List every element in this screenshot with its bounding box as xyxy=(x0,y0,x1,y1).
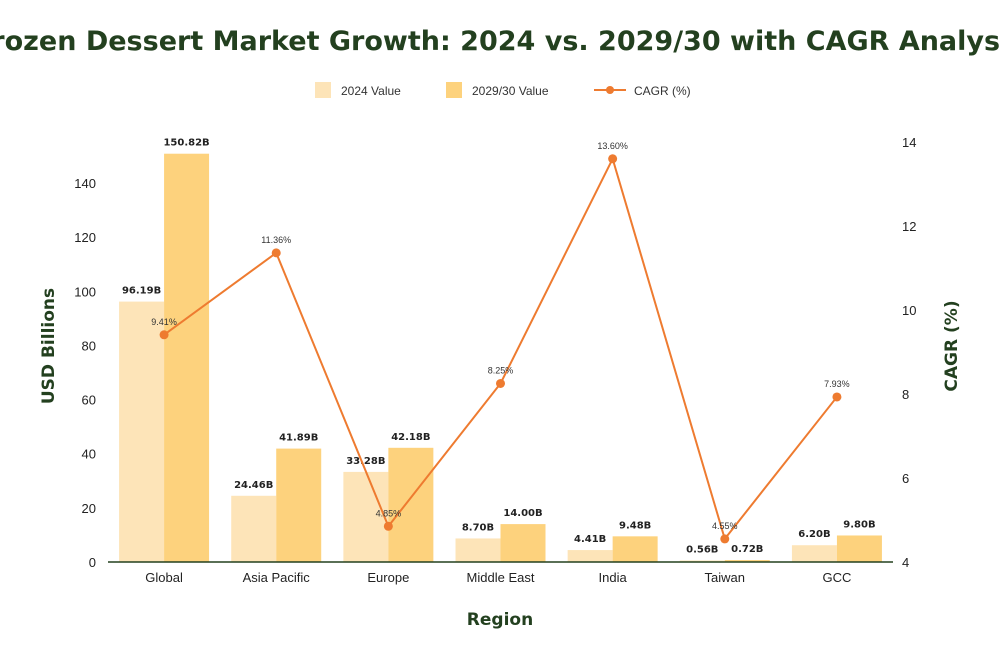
bar-2030 xyxy=(500,524,546,562)
cagr-point xyxy=(496,379,505,388)
cagr-point xyxy=(832,392,842,402)
x-tick-label: Asia Pacific xyxy=(243,570,311,585)
bar-2024 xyxy=(231,495,277,562)
legend-label-2024: 2024 Value xyxy=(341,84,401,98)
y2-tick-label: 10 xyxy=(902,303,916,318)
bar-2024-label: 24.46B xyxy=(234,480,273,491)
bar-2024-label: 8.70B xyxy=(462,522,494,533)
x-tick-label: India xyxy=(599,570,628,585)
x-tick-label: GCC xyxy=(822,570,851,585)
cagr-point xyxy=(271,248,281,258)
cagr-label: 9.41% xyxy=(151,317,177,327)
bar-2030-label: 42.18B xyxy=(391,432,430,443)
bar-2024 xyxy=(455,538,501,562)
y2-tick-label: 14 xyxy=(902,135,916,150)
y2-tick-label: 8 xyxy=(902,387,909,402)
y2-tick-label: 12 xyxy=(902,219,916,234)
bar-2024 xyxy=(119,301,165,562)
legend-label-cagr: CAGR (%) xyxy=(634,84,691,98)
y2-tick-label: 6 xyxy=(902,471,909,486)
y-tick-label: 140 xyxy=(74,176,96,191)
y2-tick-label: 4 xyxy=(902,555,909,570)
bar-2030-label: 41.89B xyxy=(279,433,318,444)
bar-2030 xyxy=(724,560,770,562)
cagr-point xyxy=(383,521,393,531)
y-tick-label: 60 xyxy=(82,393,96,408)
legend-marker-cagr xyxy=(606,86,614,94)
chart-title: Frozen Dessert Market Growth: 2024 vs. 2… xyxy=(0,26,1000,57)
y-tick-label: 120 xyxy=(74,230,96,245)
legend-swatch-2024 xyxy=(315,82,331,98)
cagr-point xyxy=(720,534,730,544)
x-tick-label: Global xyxy=(145,570,183,585)
x-axis-title: Region xyxy=(467,610,533,630)
y-axis-title: USD Billions xyxy=(39,288,59,404)
bar-2024 xyxy=(567,550,613,562)
bar-2024-label: 4.41B xyxy=(574,534,606,545)
bar-2024 xyxy=(791,545,837,562)
bar-2030 xyxy=(612,536,658,562)
bar-2030-label: 9.48B xyxy=(619,520,651,531)
legend: 2024 Value 2029/30 Value CAGR (%) xyxy=(315,82,691,98)
cagr-label: 7.93% xyxy=(824,379,850,389)
bar-2030 xyxy=(164,153,210,562)
y-tick-label: 0 xyxy=(89,555,96,570)
bar-2030 xyxy=(276,448,322,562)
bar-2024-label: 33.28B xyxy=(346,456,385,467)
bar-2024 xyxy=(343,471,389,562)
bar-2030-label: 9.80B xyxy=(843,519,875,530)
bar-2030-label: 150.82B xyxy=(163,138,209,149)
x-tick-label: Middle East xyxy=(467,570,535,585)
y2-axis-title: CAGR (%) xyxy=(942,300,962,391)
plot-area: 0 20 40 60 80 100 120 140 4 6 8 10 12 14 96.19B 150.82B… xyxy=(74,135,916,585)
bar-2024-label: 0.56B xyxy=(686,544,718,555)
x-tick-label: Europe xyxy=(367,570,409,585)
cagr-label: 11.36% xyxy=(261,235,291,245)
cagr-label: 13.60% xyxy=(597,141,628,151)
x-tick-label: Taiwan xyxy=(705,570,745,585)
y-tick-label: 80 xyxy=(82,338,96,353)
bar-2024-label: 96.19B xyxy=(122,286,161,297)
bar-2030 xyxy=(388,447,434,562)
legend-swatch-2030 xyxy=(446,82,462,98)
bar-2024 xyxy=(679,560,725,562)
y-tick-label: 40 xyxy=(82,447,96,462)
cagr-label: 4.55% xyxy=(712,521,738,531)
cagr-label: 8.25% xyxy=(488,366,514,376)
legend-label-2030: 2029/30 Value xyxy=(472,84,549,98)
bar-2030 xyxy=(836,535,882,562)
y-tick-label: 20 xyxy=(82,501,96,516)
bar-2030-label: 0.72B xyxy=(731,544,763,555)
cagr-label: 4.85% xyxy=(376,508,402,518)
cagr-point xyxy=(608,154,618,164)
bar-2030-label: 14.00B xyxy=(503,508,542,519)
bar-2024-label: 6.20B xyxy=(798,529,830,540)
y-tick-label: 100 xyxy=(74,284,96,299)
cagr-point xyxy=(159,330,169,340)
